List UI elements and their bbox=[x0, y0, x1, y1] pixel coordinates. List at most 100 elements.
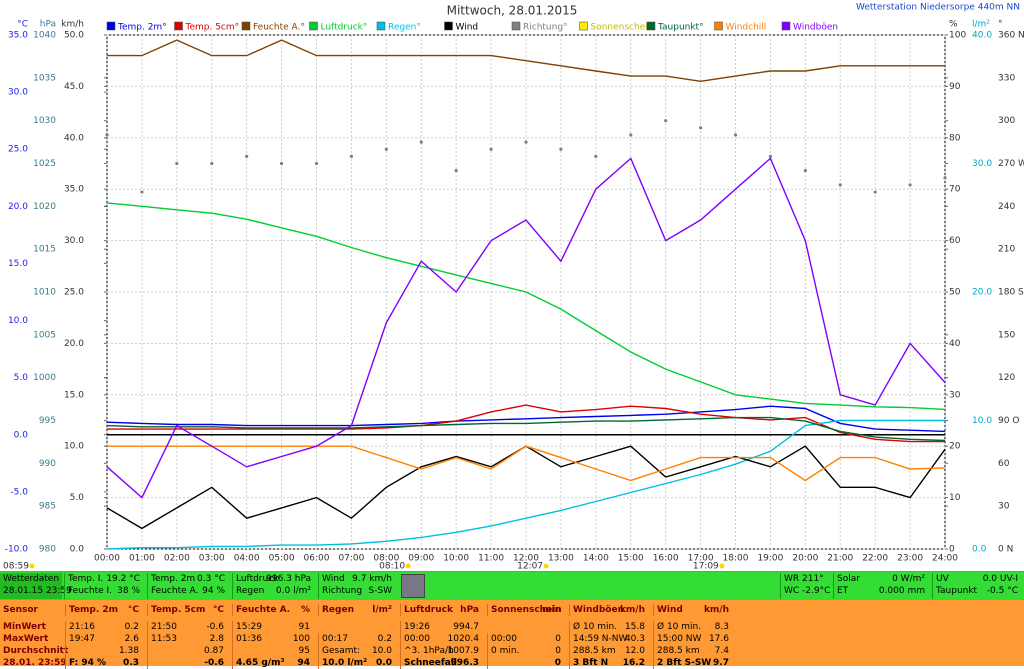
table-line: 15:2991 bbox=[236, 621, 313, 633]
table-text: 0.87 bbox=[204, 645, 224, 657]
table-text: MaxWert bbox=[3, 634, 48, 644]
info-row: Temp. I.19.2 °C bbox=[68, 573, 143, 585]
table-cell: Temp. 5cm°C bbox=[147, 604, 230, 616]
y-tick-label: 1035 bbox=[33, 73, 56, 83]
table-text: 0.3 bbox=[123, 657, 139, 669]
y-tick-label: 70 bbox=[949, 185, 961, 195]
table-cell: Windkm/h bbox=[653, 604, 735, 616]
y-tick-label: 10.0 bbox=[972, 416, 992, 426]
y-tick-label: 100 bbox=[949, 31, 966, 41]
cell: Luftdruck996.3 hPaRegen0.0 l/m² bbox=[232, 573, 317, 599]
table-text: 19:47 bbox=[69, 634, 95, 644]
direction-dot bbox=[245, 155, 248, 158]
sun-dot bbox=[544, 564, 549, 569]
table-text: 9.7 bbox=[713, 657, 729, 669]
y-tick-label: 300 bbox=[998, 116, 1015, 126]
table-cell: Temp. 2m°C bbox=[65, 604, 145, 616]
table-text: Durchschnitt bbox=[3, 646, 68, 656]
station-name: Wetterstation Niedersorpe 440m NN bbox=[856, 3, 1020, 13]
info-text: 0.0 l/m² bbox=[276, 585, 311, 597]
info-row: Wetterdaten bbox=[3, 573, 59, 585]
table-text: 21:16 bbox=[69, 622, 95, 632]
info-row: Regen0.0 l/m² bbox=[236, 585, 314, 597]
y-tick-label: 10.0 bbox=[8, 316, 28, 326]
legend-label: Regen° bbox=[388, 23, 421, 33]
info-text: Wind bbox=[322, 574, 345, 584]
y-tick-label: 0.0 bbox=[14, 430, 29, 440]
direction-dot bbox=[629, 133, 632, 136]
x-tick-label: 03:00 bbox=[199, 554, 225, 564]
axis-unit: l/m² bbox=[972, 20, 990, 30]
table-line: 95 bbox=[236, 645, 313, 657]
legend-label: Luftdruck° bbox=[321, 23, 368, 33]
table-cell: MinWert bbox=[0, 621, 63, 633]
y-tick-label: 30.0 bbox=[8, 88, 28, 98]
direction-dot bbox=[943, 176, 946, 179]
y-tick-label: 1020 bbox=[33, 202, 56, 212]
y-tick-label: 10 bbox=[949, 493, 961, 503]
table-line: Durchschnitt bbox=[3, 645, 60, 657]
table-text: -0.6 bbox=[204, 657, 224, 669]
x-tick-label: 10:00 bbox=[443, 554, 469, 564]
table-line: 288.5 km12.0 bbox=[573, 645, 648, 657]
table-line: 21:50-0.6 bbox=[151, 621, 227, 633]
y-tick-label: -5.0 bbox=[10, 487, 28, 497]
table-text: km/h bbox=[620, 604, 645, 616]
table-line: Temp. 5cm°C bbox=[151, 604, 227, 616]
y-tick-label: 330 bbox=[998, 73, 1015, 83]
legend-label: Sonnenschein bbox=[591, 23, 654, 33]
y-tick-label: 25.0 bbox=[64, 288, 84, 298]
direction-dot bbox=[699, 126, 702, 129]
cell: Temp. I.19.2 °CFeuchte I.38 % bbox=[64, 573, 146, 599]
y-tick-label: 35.0 bbox=[8, 31, 28, 41]
y-tick-label: 1005 bbox=[33, 330, 56, 340]
direction-dot bbox=[350, 155, 353, 158]
info-text: 996.3 hPa bbox=[266, 573, 311, 585]
y-tick-label: 45.0 bbox=[64, 82, 84, 92]
table-line: MinWert bbox=[3, 621, 60, 633]
x-tick-label: 05:00 bbox=[269, 554, 295, 564]
y-tick-label: 90 O bbox=[998, 416, 1019, 426]
table-text: 00:17 bbox=[322, 634, 348, 644]
info-text: UV bbox=[936, 574, 949, 584]
info-text: S-SW bbox=[368, 585, 392, 597]
sun-dot bbox=[406, 564, 411, 569]
legend-swatch bbox=[445, 22, 453, 30]
y-tick-label: 80 bbox=[949, 133, 961, 143]
table-line: Ø 10 min.8.3 bbox=[657, 621, 732, 633]
table-text: 7.4 bbox=[715, 645, 729, 657]
table-line: 2 Bft S-SW9.7 bbox=[657, 657, 732, 669]
axis-unit: °C bbox=[17, 20, 28, 30]
stats-table: SensorTemp. 2m°CTemp. 5cm°CFeuchte A.%Re… bbox=[0, 600, 1024, 666]
table-text: 2.6 bbox=[125, 633, 139, 645]
table-cell: -0.6 bbox=[147, 657, 230, 669]
table-text: Luftdruck bbox=[404, 605, 453, 615]
table-text: 0.2 bbox=[125, 621, 139, 633]
direction-dot bbox=[140, 190, 143, 193]
table-cell: Ø 10 min.8.3 bbox=[653, 621, 735, 633]
legend-label: Feuchte A.° bbox=[253, 23, 305, 33]
x-tick-label: 21:00 bbox=[827, 554, 853, 564]
legend-label: Richtung° bbox=[523, 23, 568, 33]
table-line: Sensor bbox=[3, 604, 60, 616]
table-line: ^3. 1hPa/h1007.9 bbox=[404, 645, 482, 657]
table-line: 28.01. 23:59 bbox=[3, 657, 60, 669]
table-cell: 11:532.8 bbox=[147, 633, 230, 645]
direction-dot bbox=[175, 162, 178, 165]
info-text: 28.01.15 23:59 bbox=[3, 586, 72, 596]
info-row: WR 211° bbox=[784, 573, 829, 585]
direction-dot bbox=[734, 133, 737, 136]
legend-label: Windchill bbox=[726, 23, 767, 33]
table-cell: 10.0 l/m²0.0 bbox=[318, 657, 398, 669]
x-tick-label: 22:00 bbox=[862, 554, 888, 564]
table-cell: 28.01. 23:59 bbox=[0, 657, 63, 669]
x-tick-label: 06:00 bbox=[304, 554, 330, 564]
x-tick-label: 24:00 bbox=[932, 554, 958, 564]
table-cell: 0.87 bbox=[147, 645, 230, 657]
y-tick-label: 1030 bbox=[33, 116, 56, 126]
y-tick-label: 1015 bbox=[33, 245, 56, 255]
info-text: 38 % bbox=[117, 585, 140, 597]
legend-swatch bbox=[782, 22, 790, 30]
table-cell: 21:16 0.2 bbox=[65, 621, 145, 633]
y-tick-label: 0 N bbox=[998, 545, 1013, 555]
